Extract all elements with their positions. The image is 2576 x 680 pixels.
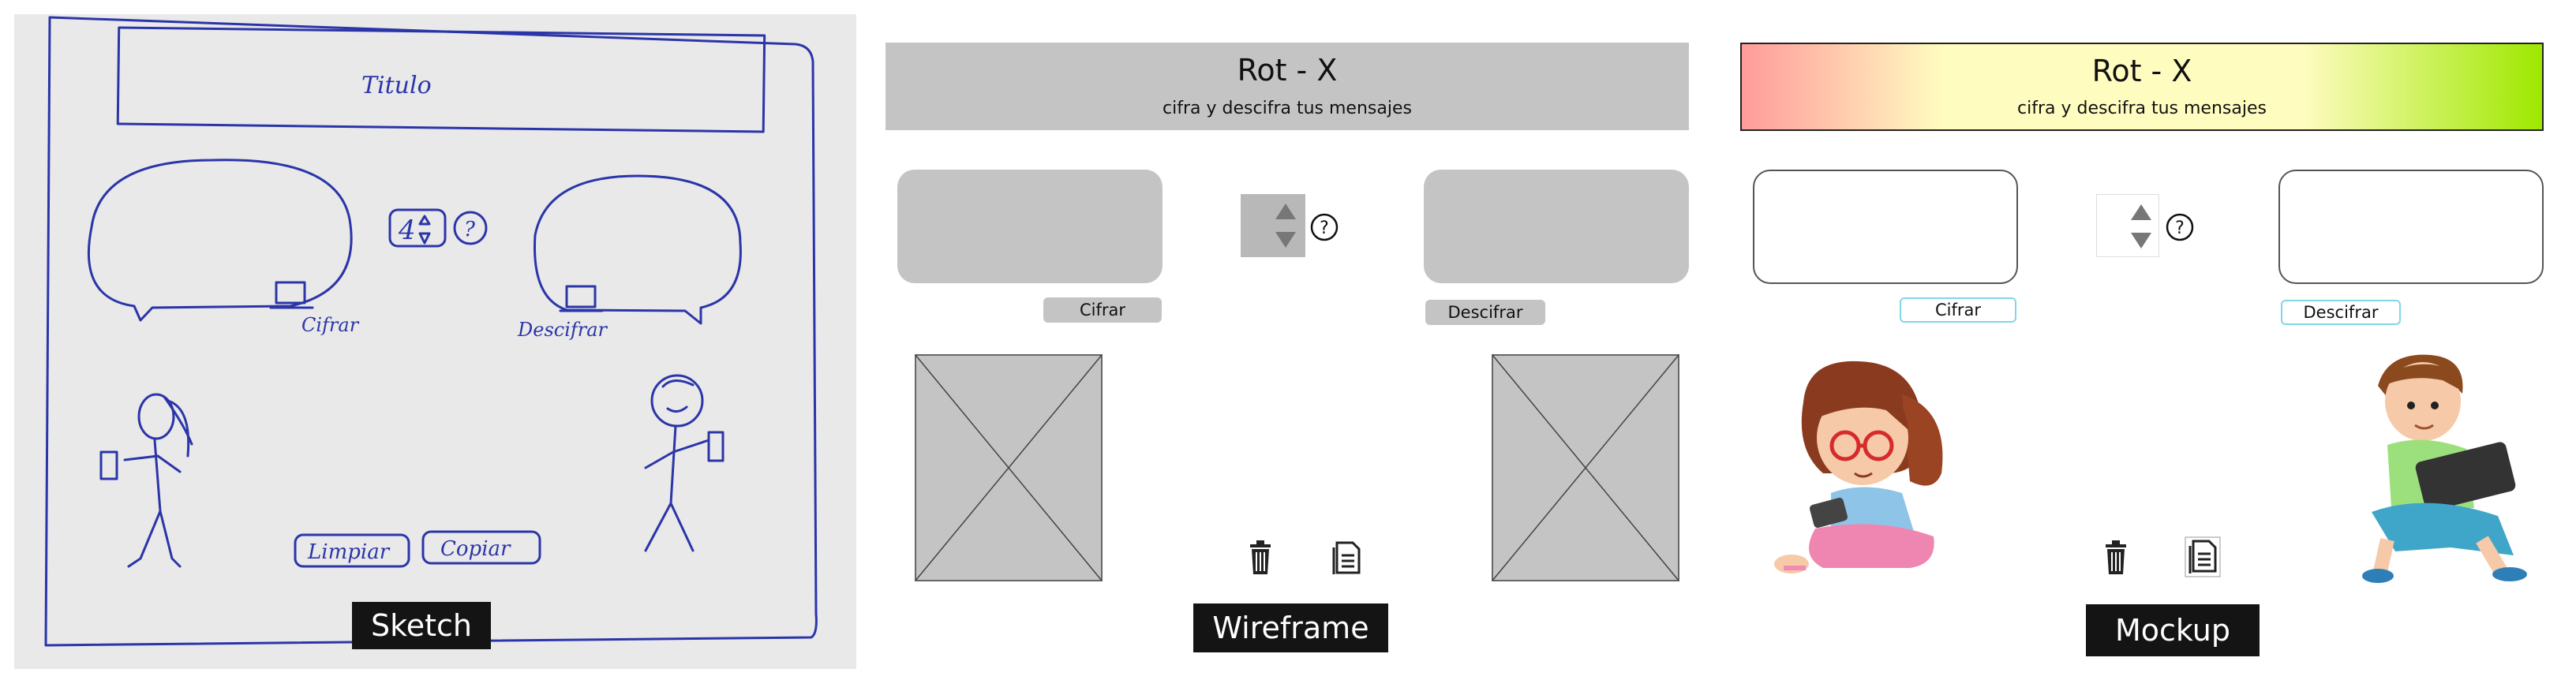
- wireframe-header: Rot - X cifra y descifra tus mensajes: [886, 43, 1689, 130]
- wireframe-encrypt-button[interactable]: Cifrar: [1043, 297, 1162, 323]
- sketch-clear-text: Limpiar: [307, 540, 391, 564]
- sketch-title-text: Titulo: [361, 72, 432, 99]
- svg-text:?: ?: [1320, 219, 1329, 238]
- sketch-spinner-box: [388, 208, 447, 248]
- svg-text:?: ?: [2175, 219, 2185, 238]
- wireframe-image-placeholder-left: [915, 354, 1103, 581]
- mockup-subtitle: cifra y descifra tus mensajes: [2017, 99, 2267, 119]
- spinner-arrows-icon: [1275, 204, 1296, 248]
- sketch-help-text: ?: [464, 218, 476, 241]
- sketch-frame: [44, 16, 818, 647]
- help-icon[interactable]: ?: [1309, 212, 1339, 242]
- trash-icon[interactable]: [1247, 540, 1274, 576]
- copy-document-icon[interactable]: [2185, 536, 2221, 577]
- trash-icon[interactable]: [2102, 540, 2129, 576]
- mockup-input-textarea[interactable]: [1753, 170, 2018, 284]
- help-icon[interactable]: ?: [2165, 212, 2195, 242]
- wireframe-decrypt-button[interactable]: Descifrar: [1425, 300, 1545, 325]
- wireframe-title: Rot - X: [1237, 53, 1338, 88]
- mockup-encrypt-button[interactable]: Cifrar: [1900, 297, 2016, 323]
- mockup-title: Rot - X: [2091, 53, 2192, 88]
- spinner-arrows-icon: [2131, 204, 2151, 248]
- wireframe-shift-spinner[interactable]: [1241, 194, 1305, 257]
- wireframe-caption: Wireframe: [1193, 603, 1388, 652]
- sketch-panel: Titulo 4 ? Cifrar Descifrar Limpiar Copi…: [14, 14, 856, 669]
- wireframe-input-textarea[interactable]: [897, 170, 1163, 283]
- sketch-copy-text: Copiar: [440, 537, 511, 561]
- wireframe-subtitle: cifra y descifra tus mensajes: [1163, 98, 1412, 118]
- sketch-drawing: Titulo 4 ? Cifrar Descifrar Limpiar Copi…: [44, 16, 818, 647]
- mockup-header: Rot - X cifra y descifra tus mensajes: [1740, 43, 2544, 131]
- mockup-caption: Mockup: [2086, 604, 2260, 656]
- wireframe-output-textarea[interactable]: [1424, 170, 1689, 283]
- mockup-output-textarea[interactable]: [2278, 170, 2544, 284]
- mockup-decrypt-button[interactable]: Descifrar: [2281, 300, 2401, 325]
- sketch-step-value: 4: [398, 215, 416, 246]
- sketch-help-circle: [453, 211, 488, 245]
- sketch-clear-box: [294, 533, 410, 568]
- sketch-caption: Sketch: [352, 602, 491, 649]
- sketch-right-bubble: [534, 174, 742, 325]
- sketch-title-box: [116, 26, 766, 133]
- sketch-left-laptop: [275, 281, 306, 305]
- sketch-encrypt-text: Cifrar: [301, 314, 360, 336]
- sketch-decrypt-text: Descifrar: [517, 319, 608, 341]
- mockup-shift-spinner[interactable]: [2096, 194, 2159, 257]
- wireframe-image-placeholder-right: [1492, 354, 1679, 581]
- sketch-left-bubble: [87, 159, 353, 322]
- boy-with-tablet-illustration: [2362, 354, 2527, 583]
- girl-with-phone-illustration: [1774, 361, 1943, 574]
- sketch-right-laptop: [565, 285, 597, 308]
- sketch-copy-box: [421, 530, 541, 565]
- copy-document-icon[interactable]: [1329, 540, 1364, 576]
